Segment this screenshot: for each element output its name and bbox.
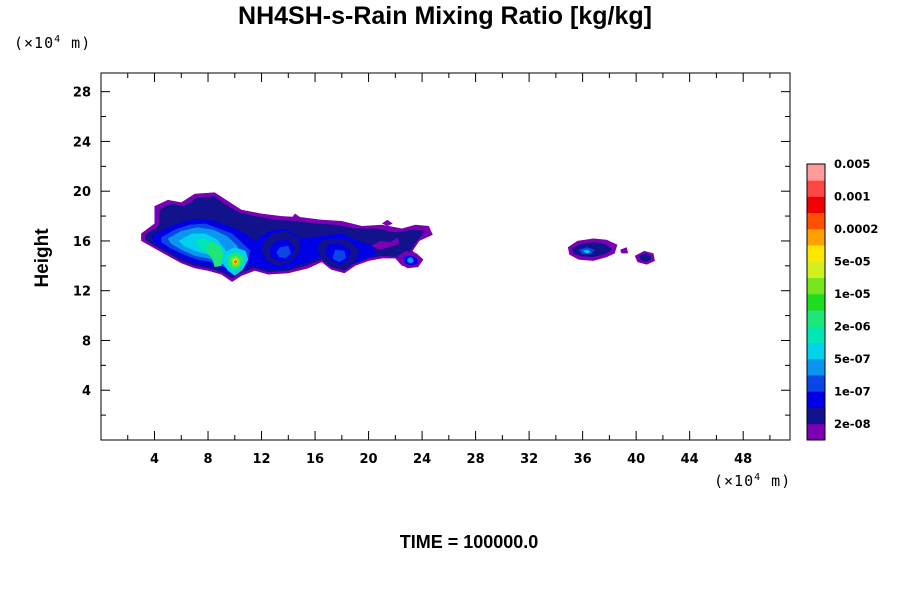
time-label: TIME = 100000.0 — [399, 532, 539, 552]
colorbar-swatch-5 — [807, 342, 825, 360]
colorbar-frame — [806, 163, 826, 441]
x-tick-label: 28 — [467, 452, 485, 467]
x-unit-prefix: (×10 — [714, 472, 755, 490]
x-axis-ticks: 4 8 12 16 20 24 28 32 36 40 44 48 — [127, 73, 771, 467]
contour-region-13 — [332, 249, 346, 263]
x-unit-exponent: 4 — [754, 472, 762, 483]
colorbar-swatch-7 — [807, 310, 825, 327]
y-unit-exponent: 4 — [54, 34, 62, 45]
contour-region-7 — [205, 240, 225, 268]
colorbar-label: 0.0002 — [834, 222, 878, 236]
colorbar-swatch-14 — [807, 196, 825, 214]
contour-region-25 — [582, 249, 591, 254]
y-tick-label: 12 — [73, 285, 91, 300]
colorbar-label: 0.005 — [834, 157, 870, 171]
colorbar: 2e-08 1e-07 5e-07 2e-06 1e-05 5e-05 0.0002 0.00… — [806, 157, 878, 441]
y-unit-prefix: (×10 — [14, 34, 55, 52]
contour-region-10 — [276, 245, 291, 259]
y-tick-label: 24 — [73, 135, 91, 150]
x-tick-label: 16 — [306, 452, 324, 467]
colorbar-swatch-9 — [807, 277, 825, 295]
contour-region-18 — [234, 260, 238, 264]
colorbar-label: 2e-08 — [834, 417, 871, 431]
colorbar-swatch-11 — [807, 245, 825, 262]
x-tick-label: 12 — [252, 452, 270, 467]
colorbar-swatch-1 — [807, 407, 825, 425]
x-unit-suffix: m) — [761, 472, 792, 490]
plot-frame — [100, 72, 791, 441]
colorbar-label: 2e-06 — [834, 319, 871, 333]
y-tick-label: 8 — [82, 334, 91, 349]
x-tick-label: 40 — [627, 452, 645, 467]
x-axis-unit: (×104 m) — [714, 472, 791, 490]
contour-region-21 — [407, 257, 415, 264]
x-tick-label: 4 — [150, 452, 159, 467]
colorbar-swatch-10 — [807, 261, 825, 279]
colorbar-swatch-0 — [807, 423, 825, 441]
y-tick-label: 16 — [73, 235, 91, 250]
colorbar-swatch-15 — [807, 180, 825, 197]
colorbar-swatch-2 — [807, 391, 825, 408]
y-axis-ticks: 4 8 12 16 20 24 28 — [73, 86, 790, 416]
x-tick-label: 44 — [681, 452, 699, 467]
contour-region-28 — [638, 253, 651, 263]
colorbar-label: 5e-05 — [834, 254, 871, 268]
contour-region-30 — [291, 213, 301, 221]
colorbar-swatch-12 — [807, 228, 825, 246]
y-axis-unit: (×104 m) — [14, 34, 91, 52]
colorbar-swatch-13 — [807, 212, 825, 230]
contour-region-26 — [620, 247, 629, 254]
colorbar-swatch-16 — [807, 164, 825, 181]
colorbar-swatch-6 — [807, 326, 825, 343]
x-tick-label: 8 — [204, 452, 213, 467]
contour-regions — [141, 192, 655, 282]
colorbar-swatch-4 — [807, 358, 825, 376]
colorbar-swatch-8 — [807, 293, 825, 311]
x-tick-label: 48 — [734, 452, 752, 467]
y-tick-label: 4 — [82, 384, 91, 399]
x-tick-label: 20 — [360, 452, 378, 467]
colorbar-label: 5e-07 — [834, 352, 871, 366]
y-unit-suffix: m) — [61, 34, 92, 52]
y-tick-label: 20 — [73, 185, 91, 200]
y-tick-label: 28 — [73, 86, 91, 101]
contour-region-31 — [382, 219, 393, 226]
contour-region-29 — [371, 237, 400, 250]
x-tick-label: 36 — [574, 452, 592, 467]
x-tick-label: 32 — [520, 452, 538, 467]
chart-title: NH4SH-s-Rain Mixing Ratio [kg/kg] — [238, 2, 652, 30]
colorbar-swatch-3 — [807, 375, 825, 392]
colorbar-label: 1e-07 — [834, 384, 871, 398]
x-tick-label: 24 — [413, 452, 431, 467]
colorbar-label: 1e-05 — [834, 287, 871, 301]
colorbar-label: 0.001 — [834, 189, 870, 203]
